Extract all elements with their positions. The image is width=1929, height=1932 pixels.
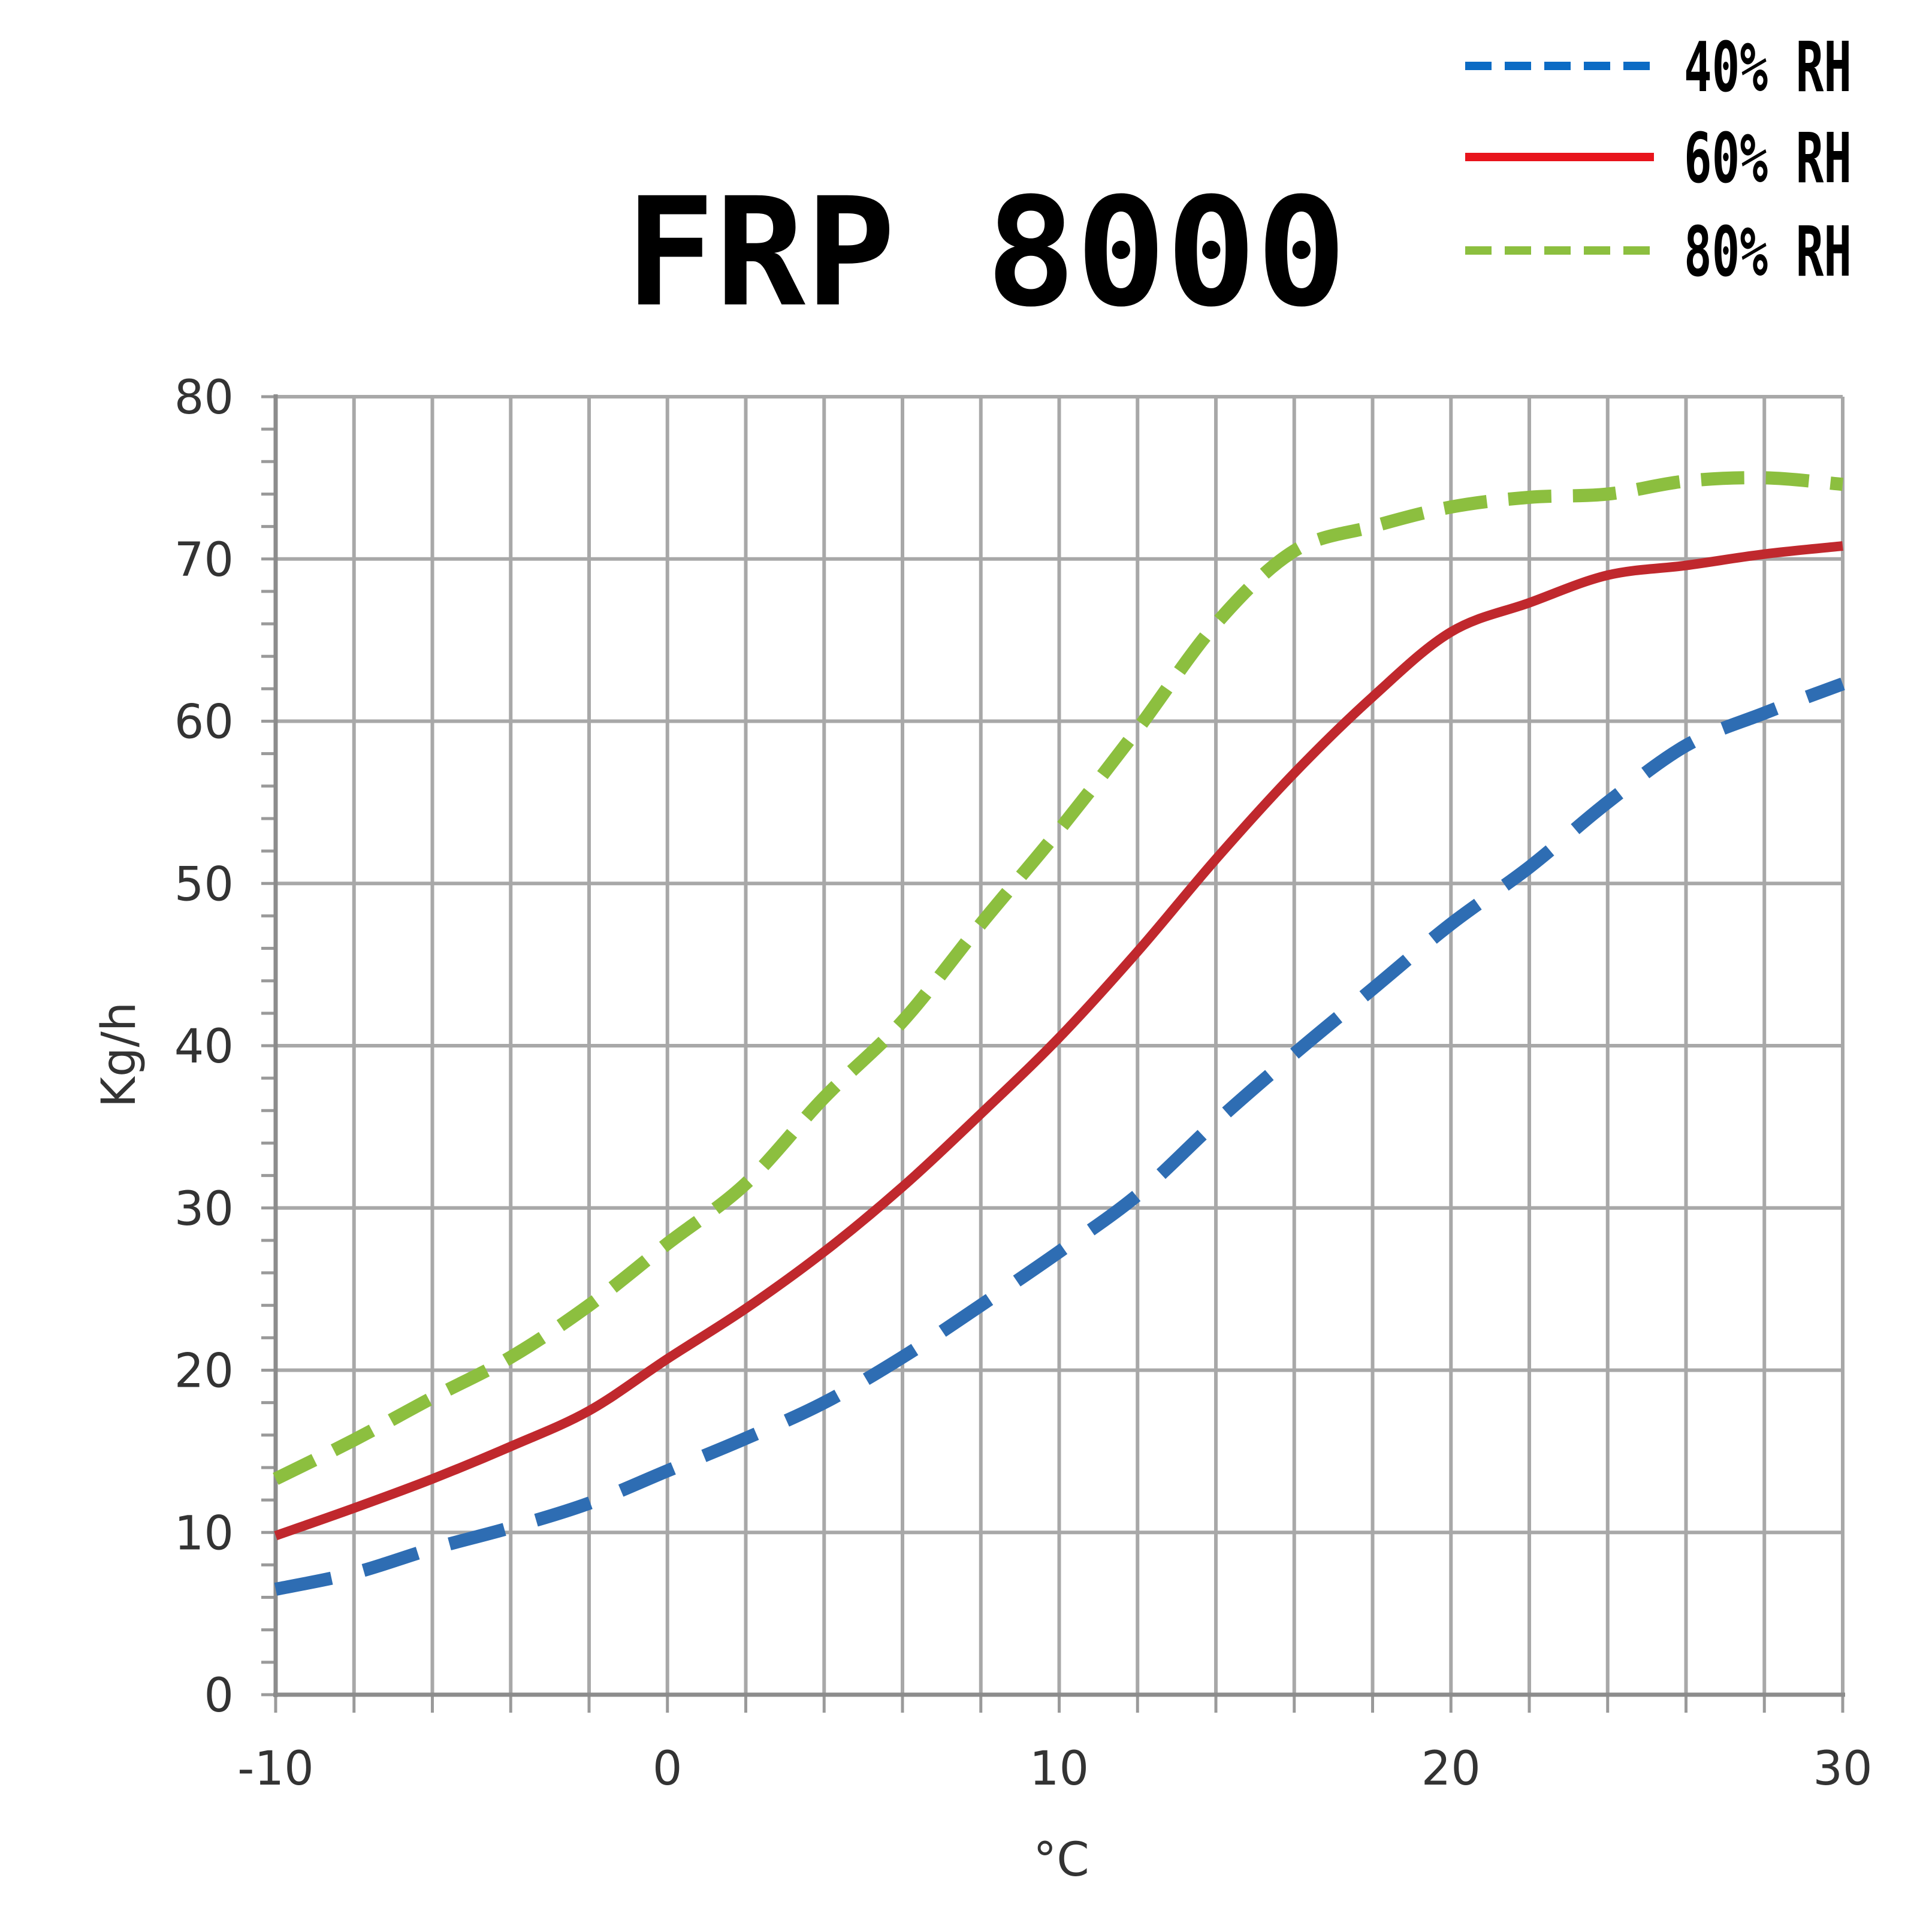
- x-axis-label: °C: [1033, 1833, 1089, 1887]
- legend-label: 80% RH: [1684, 212, 1852, 292]
- series-line-60rh: [274, 541, 1843, 1541]
- y-tick-label: 10: [174, 1507, 234, 1560]
- series-line-40rh: [274, 677, 1845, 1596]
- y-tick-label: 30: [174, 1182, 234, 1236]
- y-tick-label: 20: [174, 1345, 234, 1399]
- chart-title: FRP 8000: [625, 165, 1347, 340]
- y-tick-label: 80: [174, 371, 234, 425]
- x-tick-label: 10: [1030, 1742, 1089, 1796]
- x-tick-label: 20: [1421, 1742, 1481, 1796]
- x-tick-label: 30: [1813, 1742, 1872, 1796]
- legend: 40% RH 60% RH 80% RH: [1465, 28, 1852, 292]
- x-tick-label: -10: [237, 1742, 313, 1796]
- axes: [273, 394, 1845, 1697]
- y-axis-label: Kg/h: [92, 1002, 146, 1107]
- legend-label: 40% RH: [1684, 28, 1852, 108]
- series-lines: [273, 471, 1845, 1596]
- x-tick-label: 0: [653, 1742, 683, 1796]
- y-tick-label: 40: [174, 1020, 234, 1074]
- minor-ticks: [261, 395, 1845, 1713]
- y-tick-label: 70: [174, 533, 234, 587]
- y-tick-label: 60: [174, 696, 234, 750]
- y-tick-label: 50: [174, 858, 234, 911]
- series-line-80rh: [273, 471, 1843, 1485]
- legend-label: 60% RH: [1684, 119, 1852, 199]
- y-tick-label: 0: [204, 1669, 234, 1723]
- grid-lines: [274, 395, 1845, 1696]
